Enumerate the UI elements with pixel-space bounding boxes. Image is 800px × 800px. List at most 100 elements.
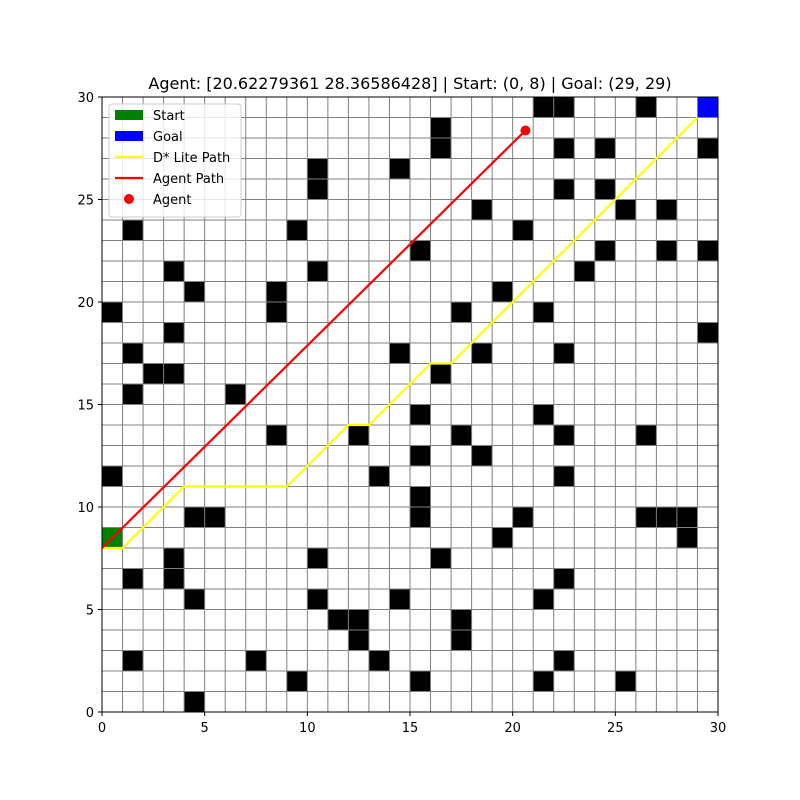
y-tick-label: 15 — [77, 399, 94, 414]
obstacle-cell — [615, 199, 636, 220]
obstacle-cells — [102, 97, 718, 712]
x-tick-label: 15 — [402, 721, 419, 736]
obstacle-cell — [410, 240, 431, 261]
legend-label-goal: Goal — [153, 130, 183, 145]
y-tick-label: 20 — [77, 296, 94, 311]
obstacle-cell — [368, 466, 390, 487]
obstacle-cell — [122, 568, 144, 589]
obstacle-cell — [122, 650, 144, 671]
legend-label-agent-path: Agent Path — [153, 172, 224, 187]
x-tick-label: 25 — [607, 721, 624, 736]
obstacle-cell — [615, 671, 636, 692]
obstacle-cell — [553, 568, 575, 589]
obstacle-cell — [163, 322, 185, 343]
obstacle-cell — [492, 281, 513, 302]
x-tick-label: 0 — [98, 721, 106, 736]
obstacle-cell — [410, 507, 431, 528]
legend-swatch-agent — [124, 194, 134, 204]
chart-title: Agent: [20.62279361 28.36586428] | Start… — [148, 74, 671, 93]
obstacle-cell — [594, 240, 616, 261]
agent-marker — [520, 125, 531, 136]
obstacle-cell — [225, 384, 246, 405]
x-tick-label: 10 — [299, 721, 316, 736]
obstacle-cell — [451, 425, 472, 446]
obstacle-cell — [389, 589, 410, 610]
obstacle-cell — [656, 240, 677, 261]
obstacle-cell — [389, 158, 410, 179]
obstacle-cell — [553, 97, 575, 118]
obstacle-cell — [471, 445, 493, 466]
obstacle-cell — [676, 507, 698, 528]
obstacle-cell — [163, 261, 185, 282]
obstacle-cell — [122, 220, 144, 241]
legend-label-agent: Agent — [153, 193, 191, 208]
obstacle-cell — [553, 650, 575, 671]
obstacle-cell — [143, 363, 164, 384]
axis-ticks: 0 5 10 15 20 25 30 0 5 10 15 20 25 30 — [77, 91, 726, 736]
path-lines — [101, 116, 699, 550]
y-tick-label: 0 — [86, 706, 94, 721]
obstacle-cell — [430, 138, 452, 159]
obstacle-cell — [410, 486, 431, 507]
obstacle-cell — [307, 261, 328, 282]
obstacle-cell — [163, 363, 185, 384]
y-tick-label: 5 — [86, 604, 94, 619]
x-tick-label: 30 — [710, 721, 727, 736]
obstacle-cell — [492, 527, 513, 548]
d-lite-path-line — [102, 116, 699, 550]
obstacle-cell — [471, 199, 493, 220]
obstacle-cell — [102, 466, 123, 487]
obstacle-cell — [676, 527, 698, 548]
obstacle-cell — [430, 117, 452, 138]
obstacle-cell — [163, 568, 185, 589]
obstacle-cell — [184, 691, 205, 712]
obstacle-cell — [635, 425, 657, 446]
legend-swatch-start — [115, 110, 143, 120]
legend-label-d-lite-path: D* Lite Path — [153, 151, 230, 166]
obstacle-cell — [697, 138, 718, 159]
obstacle-cell — [286, 671, 308, 692]
obstacle-cell — [266, 302, 287, 323]
obstacle-cell — [266, 425, 287, 446]
obstacle-cell — [553, 138, 575, 159]
obstacle-cell — [389, 343, 410, 364]
obstacle-cell — [307, 589, 328, 610]
obstacle-cell — [184, 589, 205, 610]
obstacle-cell — [410, 671, 431, 692]
obstacle-cell — [451, 302, 472, 323]
obstacle-cell — [184, 281, 205, 302]
legend-label-start: Start — [153, 109, 185, 124]
y-tick-label: 25 — [77, 194, 94, 209]
obstacle-cell — [533, 302, 554, 323]
obstacle-cell — [122, 343, 144, 364]
x-tick-label: 20 — [504, 721, 521, 736]
obstacle-cell — [266, 281, 287, 302]
obstacle-cell — [553, 425, 575, 446]
obstacle-cell — [102, 302, 123, 323]
obstacle-cell — [697, 240, 718, 261]
obstacle-cell — [368, 650, 390, 671]
obstacle-cell — [307, 548, 328, 569]
obstacle-cell — [656, 507, 677, 528]
obstacle-cell — [533, 97, 554, 118]
agent-path-line — [101, 129, 527, 549]
obstacle-cell — [410, 445, 431, 466]
obstacle-cell — [533, 589, 554, 610]
obstacle-cell — [430, 548, 452, 569]
obstacle-cell — [656, 199, 677, 220]
obstacle-cell — [594, 138, 616, 159]
legend-swatch-goal — [115, 131, 143, 141]
obstacle-cell — [327, 609, 349, 630]
obstacle-cell — [512, 507, 534, 528]
obstacle-cell — [471, 343, 493, 364]
obstacle-cell — [553, 179, 575, 200]
obstacle-cell — [122, 384, 144, 405]
obstacle-cell — [512, 220, 534, 241]
obstacle-cell — [574, 261, 595, 282]
obstacle-cell — [286, 220, 308, 241]
obstacle-cell — [348, 630, 369, 651]
obstacle-cell — [430, 363, 452, 384]
y-tick-label: 30 — [77, 91, 94, 106]
obstacle-cell — [307, 179, 328, 200]
y-tick-label: 10 — [77, 501, 94, 516]
